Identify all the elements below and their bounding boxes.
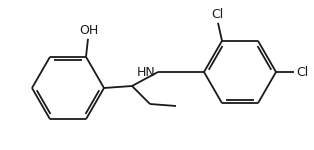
Text: Cl: Cl [211, 8, 223, 21]
Text: Cl: Cl [296, 66, 308, 78]
Text: HN: HN [137, 66, 156, 78]
Text: OH: OH [79, 24, 99, 37]
